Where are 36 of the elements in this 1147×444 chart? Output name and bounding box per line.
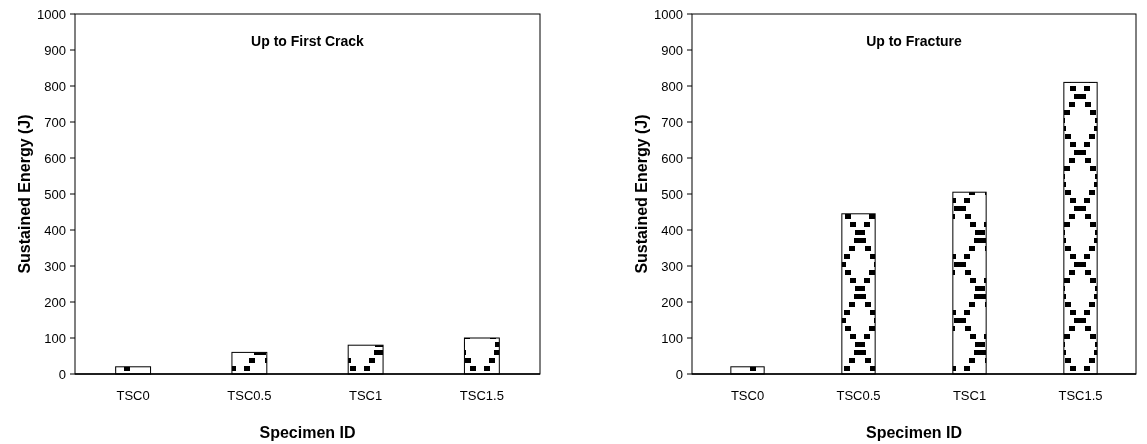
y-tick-label: 0 [675,366,683,382]
x-axis-title: Specimen ID [259,424,356,441]
x-tick-label: TSC1.5 [1058,388,1103,403]
text: Up to First Crack [251,33,365,49]
y-tick-label: 500 [661,186,683,202]
y-tick-label: 1000 [37,6,66,22]
text: Up to Fracture [866,33,963,49]
x-tick-label: TSC0 [730,388,765,403]
y-tick-label: 100 [661,330,683,346]
x-tick-label: TSC1 [349,388,383,403]
x-tick-label: TSC1.5 [459,388,504,403]
y-tick-label: 900 [661,42,683,58]
x-tick-label: TSC0 [116,388,150,403]
y-tick-label: 800 [661,78,683,94]
y-tick-label: 600 [44,150,66,166]
x-axis-title: Specimen ID [865,424,963,441]
y-tick-label: 900 [44,42,66,58]
y-tick-label: 200 [661,294,683,310]
y-tick-label: 0 [58,366,66,382]
y-tick-label: 700 [661,114,683,130]
y-axis-title: Sustained Energy (J) [16,114,33,274]
y-tick-label: 300 [661,258,683,274]
y-tick-label: 1000 [654,6,683,22]
y-tick-label: 400 [44,222,66,238]
y-axis-title: Sustained Energy (J) [633,114,650,274]
y-tick-label: 300 [44,258,66,274]
x-tick-label: TSC0.5 [227,388,272,403]
y-tick-label: 100 [44,330,66,346]
x-tick-label: TSC0.5 [836,388,881,403]
y-tick-label: 500 [44,186,66,202]
x-tick-label: TSC1 [952,388,987,403]
y-tick-label: 700 [44,114,66,130]
y-tick-label: 400 [661,222,683,238]
y-tick-label: 200 [44,294,66,310]
y-tick-label: 600 [661,150,683,166]
y-tick-label: 800 [44,78,66,94]
